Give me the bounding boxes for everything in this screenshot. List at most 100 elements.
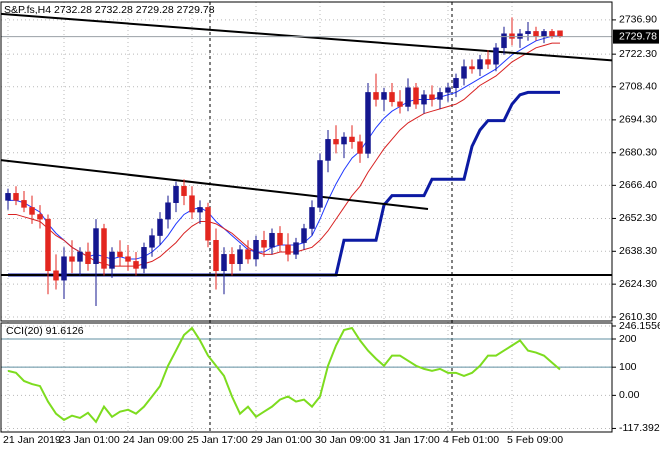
candle-body bbox=[405, 87, 411, 107]
candle-body bbox=[261, 240, 267, 248]
x-tick-label: 30 Jan 09:00 bbox=[315, 434, 376, 446]
candle-body bbox=[77, 251, 83, 262]
candle-body bbox=[541, 31, 547, 37]
candle-body bbox=[557, 30, 563, 37]
y-tick-label: 2652.30 bbox=[619, 212, 657, 224]
y-tick-label: 246.1556 bbox=[619, 320, 660, 332]
candle-body bbox=[469, 66, 475, 70]
candle-body bbox=[533, 31, 539, 37]
candle-body bbox=[253, 240, 259, 260]
candle-body bbox=[309, 207, 315, 229]
y-tick-label: 0.00 bbox=[619, 389, 640, 401]
cci-frame bbox=[0, 322, 613, 433]
candle-body bbox=[37, 214, 43, 220]
candle-body bbox=[237, 249, 243, 264]
candle-body bbox=[357, 141, 363, 154]
candle-body bbox=[21, 200, 27, 208]
candle-body bbox=[413, 87, 419, 105]
candle-body bbox=[213, 240, 219, 272]
candle-body bbox=[13, 193, 19, 201]
price-tag bbox=[613, 29, 659, 44]
candle-body bbox=[125, 256, 131, 262]
candle-body bbox=[373, 92, 379, 100]
candle-body bbox=[109, 251, 115, 269]
candle-body bbox=[173, 186, 179, 203]
y-tick-label: 2722.30 bbox=[619, 48, 657, 60]
y-tick-label: 2666.40 bbox=[619, 179, 657, 191]
candle-body bbox=[29, 207, 35, 215]
candle-body bbox=[381, 92, 387, 100]
candle-body bbox=[69, 256, 75, 262]
x-tick-label: 24 Jan 09:00 bbox=[123, 434, 184, 446]
x-tick-label: 25 Jan 17:00 bbox=[187, 434, 248, 446]
x-tick-label: 5 Feb 09:00 bbox=[507, 434, 563, 446]
candle-body bbox=[333, 139, 339, 145]
candle-body bbox=[421, 94, 427, 105]
candle-body bbox=[181, 186, 187, 196]
cci-panel bbox=[1, 326, 612, 424]
candle-body bbox=[269, 232, 275, 248]
candle-body bbox=[141, 247, 147, 269]
candle-body bbox=[429, 94, 435, 100]
candle-body bbox=[133, 261, 139, 269]
candle-body bbox=[197, 207, 203, 213]
y-tick-label: 2680.30 bbox=[619, 147, 657, 159]
candle-body bbox=[461, 66, 467, 79]
y-tick-label: 2694.30 bbox=[619, 114, 657, 126]
price-panel bbox=[1, 12, 612, 306]
candle-body bbox=[149, 235, 155, 248]
candle-body bbox=[549, 31, 555, 37]
cci-label: CCI(20) 91.6126 bbox=[6, 325, 84, 337]
y-tick-label: 2624.30 bbox=[619, 278, 657, 290]
y-tick-label: 2638.30 bbox=[619, 245, 657, 257]
x-tick-label: 31 Jan 17:00 bbox=[379, 434, 440, 446]
candle-body bbox=[365, 92, 371, 154]
y-tick-label: 2610.30 bbox=[619, 311, 657, 323]
candle-body bbox=[493, 47, 499, 65]
candle-body bbox=[157, 218, 163, 236]
candle-body bbox=[189, 195, 195, 213]
x-tick-label: 21 Jan 2019 bbox=[3, 434, 61, 446]
chart-title: S&P.fs,H4 2732.28 2732.28 2729.28 2729.7… bbox=[4, 4, 215, 16]
candle-body bbox=[349, 136, 355, 142]
candle-body bbox=[341, 136, 347, 145]
y-tick-label: -117.3926 bbox=[619, 422, 660, 434]
candle-body bbox=[501, 33, 507, 49]
candle-body bbox=[229, 254, 235, 264]
candle-body bbox=[301, 228, 307, 243]
indicator-line bbox=[8, 35, 560, 260]
candle-body bbox=[293, 242, 299, 255]
candle-body bbox=[317, 160, 323, 208]
y-tick-label: 100 bbox=[619, 361, 637, 373]
candle-body bbox=[525, 31, 531, 34]
candle-body bbox=[277, 232, 283, 246]
price-frame bbox=[0, 1, 613, 322]
candle-body bbox=[453, 78, 459, 88]
candle-body bbox=[389, 92, 395, 103]
candle-body bbox=[101, 228, 107, 269]
y-tick-label: 200 bbox=[619, 333, 637, 345]
candle-body bbox=[245, 249, 251, 260]
candle-body bbox=[285, 244, 291, 255]
candle-body bbox=[93, 228, 99, 264]
y-tick-label: 2736.90 bbox=[619, 14, 657, 26]
x-tick-label: 4 Feb 01:00 bbox=[443, 434, 499, 446]
candle-body bbox=[45, 218, 51, 272]
candle-body bbox=[325, 139, 331, 161]
candle-body bbox=[5, 193, 11, 201]
y-tick-label: 2708.40 bbox=[619, 81, 657, 93]
candle-body bbox=[509, 33, 515, 39]
x-tick-label: 23 Jan 01:00 bbox=[59, 434, 120, 446]
trend-line bbox=[1, 159, 429, 211]
candle-body bbox=[221, 254, 227, 272]
candle-body bbox=[477, 59, 483, 70]
candle-body bbox=[205, 207, 211, 241]
cci-line bbox=[7, 326, 561, 424]
candle-body bbox=[397, 101, 403, 107]
candle-body bbox=[53, 270, 59, 281]
price-tag-label: 2729.78 bbox=[619, 30, 657, 42]
candle-body bbox=[165, 202, 171, 220]
indicator-line bbox=[8, 42, 560, 267]
